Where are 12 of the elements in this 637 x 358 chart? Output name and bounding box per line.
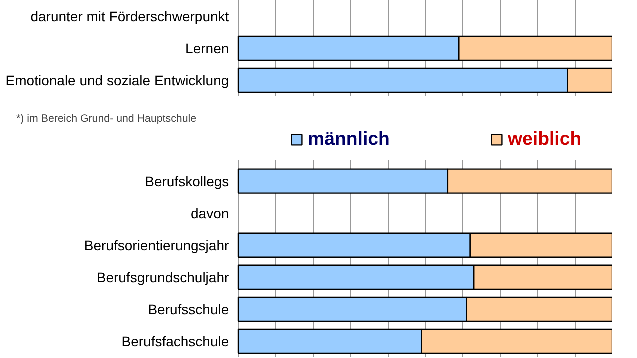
y-tick-label: Emotionale und soziale Entwicklung	[6, 72, 230, 88]
legend-label: weiblich	[508, 128, 582, 150]
y-tick-label: Berufsfachschule	[122, 333, 230, 350]
y-tick-label: Berufskollegs	[145, 173, 230, 190]
y-tick-label: Berufsschule	[148, 301, 230, 318]
y-tick-label: Berufsgrundschuljahr	[96, 269, 230, 286]
y-tick-label: davon	[191, 205, 230, 222]
text: *) im Bereich Grund- und Hauptschule	[16, 112, 197, 125]
legend-label: männlich	[308, 128, 390, 150]
y-tick-label: Berufsorientierungsjahr	[84, 237, 230, 254]
y-tick-label: Lernen	[186, 40, 230, 56]
y-tick-label: darunter mit Förderschwerpunkt	[30, 8, 230, 24]
